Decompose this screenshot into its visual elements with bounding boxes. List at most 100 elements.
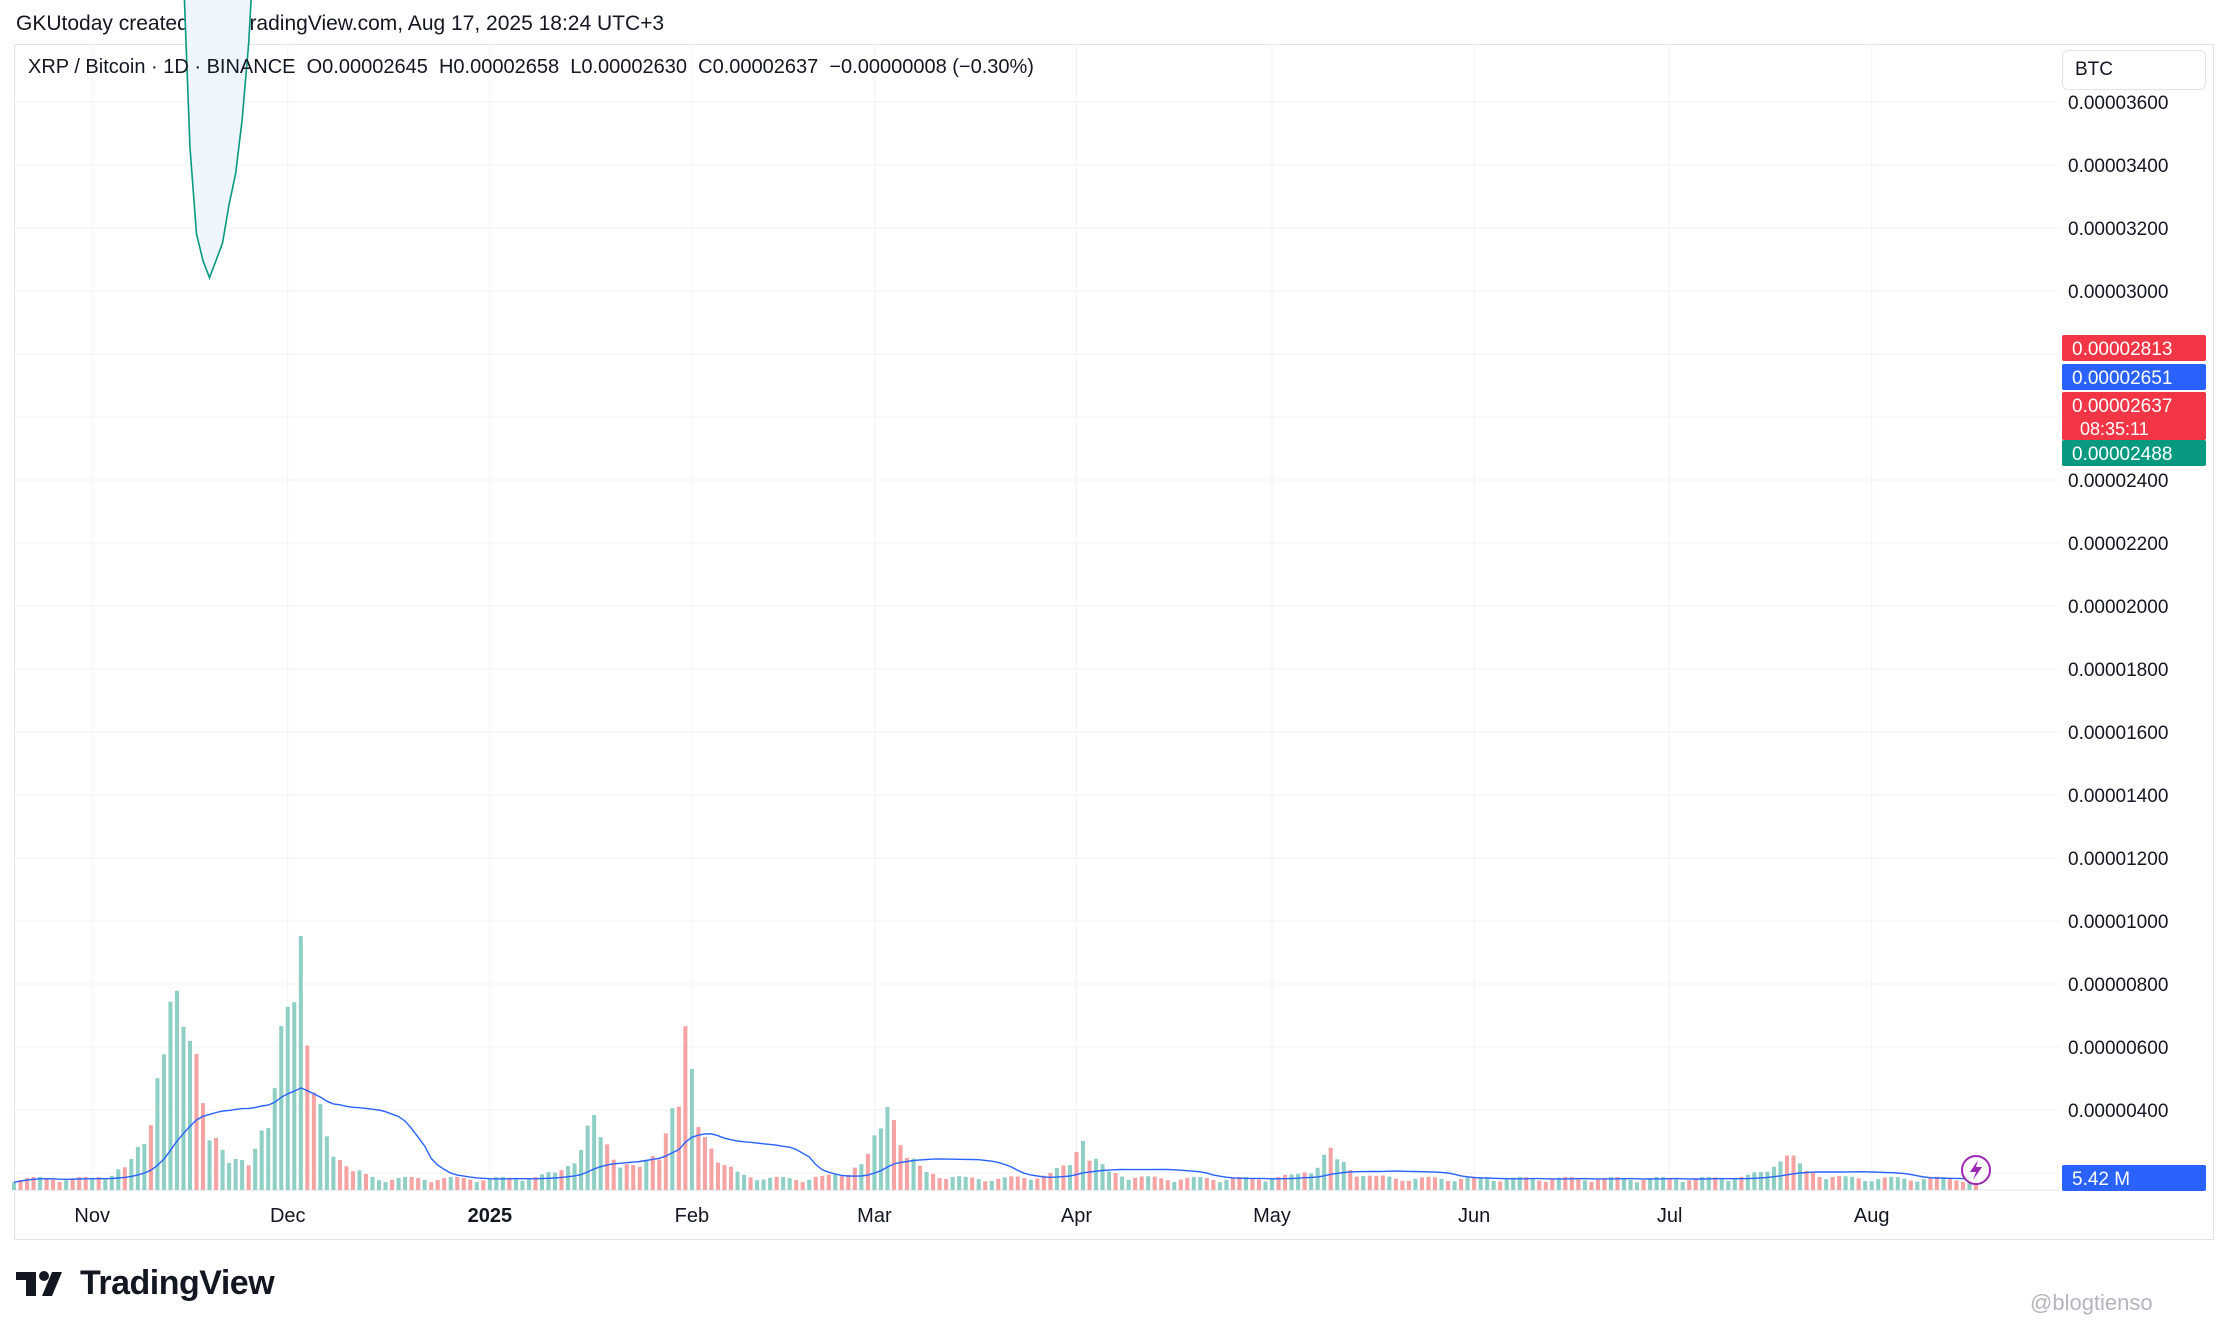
volume-bar [148,1125,153,1190]
volume-bar [1550,1179,1555,1190]
volume-bar [1354,1176,1359,1190]
volume-bar [787,1178,792,1190]
tradingview-brand: TradingView [80,1264,275,1302]
volume-bar [715,1162,720,1190]
volume-bar [1758,1172,1763,1190]
volume-bar [683,1026,688,1190]
volume-bar [1250,1177,1255,1190]
time-tick-label: 2025 [468,1205,513,1227]
volume-bar [246,1165,251,1190]
lower-band-line [183,0,252,281]
volume-bar [1465,1177,1470,1190]
volume-bar [1263,1181,1268,1190]
volume-bar [813,1176,818,1190]
volume-bar [546,1172,551,1190]
volume-bar [885,1106,890,1190]
volume-bar [1041,1175,1046,1190]
volume-bar [1582,1180,1587,1190]
band-fill [184,0,252,278]
volume-bar [1830,1176,1835,1190]
last-price-tag-bg [2062,392,2206,440]
volume-bar [1641,1179,1646,1190]
volume-bar [1439,1178,1444,1190]
volume-bar [83,1176,88,1190]
volume-bar [279,1026,284,1190]
time-tick-label: Aug [1854,1205,1890,1227]
volume-bar [924,1171,929,1190]
price-tick-label: 0.00001000 [2068,912,2168,933]
volume-bar [898,1145,903,1190]
volume-bar [1589,1182,1594,1190]
volume-bar [1530,1178,1535,1190]
legend-close: C0.00002637 [698,56,819,78]
volume-bar [1446,1180,1451,1190]
volume-bar [18,1179,23,1190]
volume-bar [331,1156,336,1190]
volume-bar [781,1177,786,1190]
volume-bar [1002,1177,1007,1190]
price-tick-label: 0.00003600 [2068,93,2168,114]
volume-bar [363,1174,369,1190]
volume-bar [1543,1181,1548,1190]
upper-band-tag: 0.00002813 [2062,335,2206,361]
currency-button[interactable]: BTC [2062,50,2206,90]
volume-bar [1400,1180,1405,1190]
price-tick-label: 0.00002400 [2068,471,2168,492]
volume-bar [1087,1160,1092,1190]
legend-low: L0.00002630 [570,56,687,78]
volume-bar [1178,1179,1183,1190]
volume-bar [1967,1179,1972,1190]
volume-bar [618,1167,623,1190]
volume-bar [559,1170,564,1190]
volume-bar [1152,1176,1157,1190]
upper-band-tag-bg [2062,335,2206,361]
volume-bar [839,1175,844,1190]
volume-bar [1211,1180,1216,1190]
volume-bar [1159,1178,1164,1190]
price-tick-label: 0.00002200 [2068,534,2168,555]
volume-bar [1067,1165,1072,1190]
volume-bar [1876,1179,1881,1190]
volume-bar [1908,1180,1913,1190]
time-tick-label: Mar [857,1205,892,1227]
volume-bar [122,1167,127,1190]
volume-ma-line [13,1087,1977,1183]
lower-band-tag: 0.00002488 [2062,440,2206,466]
volume-bar [474,1181,479,1190]
volume-bar [461,1177,466,1190]
tradingview-logo[interactable]: TradingView [16,1264,275,1303]
volume-bar [1472,1176,1477,1190]
volume-bar [1315,1167,1320,1190]
volume-bar [1022,1177,1027,1190]
time-tick-label: Jul [1657,1205,1683,1227]
volume-bar [201,1103,206,1190]
price-tick-label: 0.00002000 [2068,597,2168,618]
volume-bar [833,1174,838,1190]
volume-bar [207,1140,212,1190]
volume-bar [1328,1147,1333,1190]
volume-bar [539,1174,544,1190]
volume-bar [142,1144,147,1190]
volume-bar [1517,1176,1522,1190]
volume-bar [1204,1178,1209,1190]
volume-bar [1185,1177,1190,1190]
volume-bar [689,1068,694,1190]
volume-bar [1452,1181,1457,1190]
volume-bar [500,1176,505,1190]
volume-bar [931,1173,936,1190]
volume-bar [1289,1174,1294,1190]
volume-bar [592,1114,597,1190]
bollinger-bands [183,0,252,281]
volume-bar [1256,1179,1262,1190]
volume-bar [1413,1178,1418,1190]
volume-bar [1921,1179,1926,1190]
volume-bar [1172,1181,1177,1190]
volume-bar [526,1179,531,1190]
volume-bar [1485,1178,1490,1190]
volume-bar [1432,1177,1437,1190]
volume-bars [11,936,1979,1190]
volume-bar [64,1180,69,1190]
volume-bar [1524,1177,1529,1190]
volume-bar [728,1166,734,1190]
